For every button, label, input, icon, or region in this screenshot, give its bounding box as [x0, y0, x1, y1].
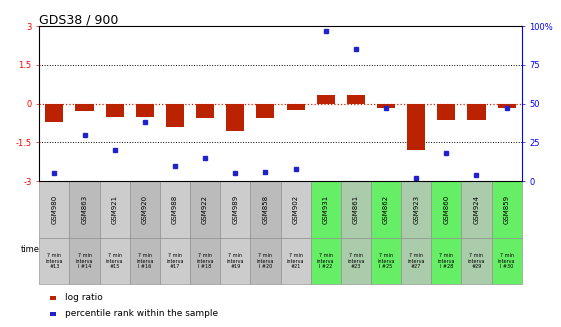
Bar: [250, 181, 280, 238]
Text: GSM902: GSM902: [293, 195, 298, 224]
Text: 7 min
interva
#23: 7 min interva #23: [347, 253, 365, 269]
Bar: [407, 104, 425, 150]
Text: GSM859: GSM859: [504, 195, 509, 224]
Bar: [438, 104, 456, 120]
Text: GSM923: GSM923: [413, 195, 419, 224]
Bar: [341, 181, 371, 238]
Bar: [105, 104, 123, 116]
Text: 7 min
interva
l #28: 7 min interva l #28: [438, 253, 455, 269]
Bar: [190, 181, 220, 238]
Bar: [280, 238, 311, 284]
Text: GSM922: GSM922: [202, 195, 208, 224]
Bar: [280, 181, 311, 238]
Text: 7 min
interva
#15: 7 min interva #15: [106, 253, 123, 269]
Text: GSM988: GSM988: [172, 195, 178, 224]
Bar: [462, 238, 491, 284]
Text: GSM980: GSM980: [52, 195, 57, 224]
Text: 7 min
interva
l #22: 7 min interva l #22: [317, 253, 334, 269]
Text: GSM858: GSM858: [263, 195, 268, 224]
Text: 7 min
interva
l #30: 7 min interva l #30: [498, 253, 516, 269]
Text: 7 min
interva
l #25: 7 min interva l #25: [378, 253, 395, 269]
Bar: [136, 104, 154, 116]
Text: log ratio: log ratio: [65, 293, 102, 302]
Text: 7 min
interva
#17: 7 min interva #17: [166, 253, 183, 269]
Text: GSM931: GSM931: [323, 195, 329, 224]
Bar: [311, 238, 341, 284]
Text: 7 min
interva
l #20: 7 min interva l #20: [257, 253, 274, 269]
Bar: [431, 238, 461, 284]
Text: GSM860: GSM860: [443, 195, 449, 224]
Bar: [491, 181, 522, 238]
Text: 7 min
interva
l #14: 7 min interva l #14: [76, 253, 93, 269]
Bar: [226, 104, 245, 131]
Bar: [316, 95, 335, 104]
Text: 7 min
interva
l #18: 7 min interva l #18: [196, 253, 214, 269]
Bar: [75, 104, 94, 112]
Bar: [39, 181, 70, 238]
Bar: [100, 181, 130, 238]
Text: time: time: [21, 245, 40, 254]
Text: GSM924: GSM924: [473, 195, 480, 224]
Bar: [377, 104, 395, 108]
Bar: [45, 104, 63, 122]
Bar: [166, 104, 184, 127]
Bar: [196, 104, 214, 118]
Bar: [371, 181, 401, 238]
Bar: [256, 104, 274, 118]
Text: GSM863: GSM863: [81, 195, 88, 224]
Text: percentile rank within the sample: percentile rank within the sample: [65, 309, 218, 318]
Bar: [130, 238, 160, 284]
Text: 7 min
interva
#29: 7 min interva #29: [468, 253, 485, 269]
Bar: [160, 238, 190, 284]
Bar: [250, 238, 280, 284]
Bar: [498, 104, 516, 108]
Bar: [160, 181, 190, 238]
Bar: [462, 181, 491, 238]
Bar: [100, 238, 130, 284]
Bar: [371, 238, 401, 284]
Bar: [70, 181, 100, 238]
Text: GDS38 / 900: GDS38 / 900: [39, 13, 118, 26]
Text: GSM862: GSM862: [383, 195, 389, 224]
Bar: [467, 104, 485, 120]
Bar: [287, 104, 305, 110]
Bar: [431, 181, 461, 238]
Text: 7 min
interva
l #16: 7 min interva l #16: [136, 253, 154, 269]
Text: 7 min
interva
#19: 7 min interva #19: [227, 253, 244, 269]
Bar: [401, 181, 431, 238]
Bar: [491, 238, 522, 284]
Bar: [39, 238, 70, 284]
Bar: [401, 238, 431, 284]
Text: GSM921: GSM921: [112, 195, 118, 224]
Bar: [70, 238, 100, 284]
Bar: [311, 181, 341, 238]
Bar: [347, 95, 365, 104]
Text: 7 min
interva
#21: 7 min interva #21: [287, 253, 304, 269]
Text: 7 min
interva
#27: 7 min interva #27: [407, 253, 425, 269]
Bar: [130, 181, 160, 238]
Bar: [190, 238, 220, 284]
Bar: [341, 238, 371, 284]
Text: GSM989: GSM989: [232, 195, 238, 224]
Bar: [220, 181, 250, 238]
Text: 7 min
interva
#13: 7 min interva #13: [45, 253, 63, 269]
Text: GSM920: GSM920: [142, 195, 148, 224]
Text: GSM861: GSM861: [353, 195, 359, 224]
Bar: [220, 238, 250, 284]
